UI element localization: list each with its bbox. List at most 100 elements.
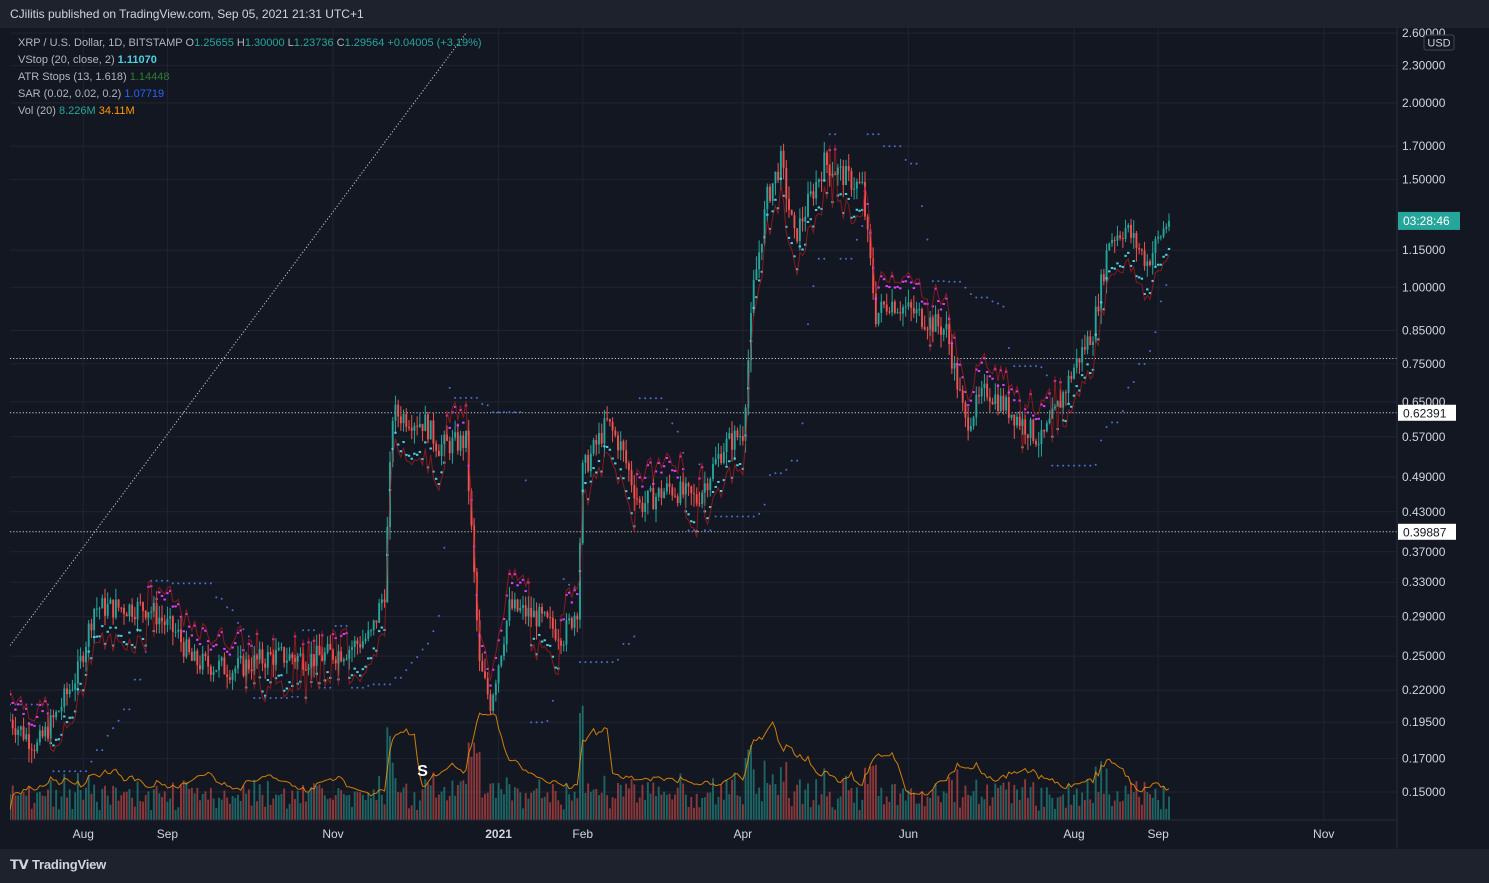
vstop-mark bbox=[106, 630, 109, 633]
x-tick-label: Aug bbox=[1063, 827, 1084, 841]
grid bbox=[10, 28, 1397, 820]
legend-c-label: C bbox=[336, 37, 345, 49]
vstop-mark bbox=[228, 653, 232, 656]
legend-atr-name[interactable]: ATR Stops (13, 1.618) bbox=[18, 71, 127, 83]
volume-bar bbox=[782, 781, 785, 820]
sar-dot bbox=[915, 162, 918, 165]
currency-box[interactable] bbox=[1423, 34, 1455, 51]
y-tick-label: 0.17000 bbox=[1402, 752, 1446, 766]
vstop-mark bbox=[730, 476, 734, 479]
candle-body bbox=[1157, 236, 1160, 239]
volume-bar bbox=[690, 796, 693, 820]
candle-body bbox=[755, 269, 758, 280]
volume-bar bbox=[874, 764, 877, 820]
sar-dot bbox=[1024, 365, 1027, 368]
volume-bar bbox=[253, 779, 256, 820]
y-tick-label: 0.15000 bbox=[1402, 785, 1446, 799]
candle-body bbox=[505, 620, 508, 645]
sar-dot bbox=[1127, 386, 1130, 389]
vstop-mark bbox=[483, 651, 487, 654]
volume-bar bbox=[226, 797, 229, 820]
candle-body bbox=[394, 404, 397, 421]
vstop-mark bbox=[882, 278, 886, 281]
volume-bar bbox=[66, 797, 68, 820]
volume-bar bbox=[999, 785, 1002, 820]
sar-dot bbox=[497, 411, 500, 414]
vstop-mark bbox=[679, 455, 682, 458]
volume-bar bbox=[785, 761, 788, 820]
candle-body bbox=[79, 655, 82, 662]
candle-body bbox=[573, 615, 576, 628]
sar-dot bbox=[378, 683, 381, 686]
candle-body bbox=[956, 363, 959, 390]
candle-body bbox=[1045, 423, 1048, 432]
time-axis[interactable]: Aug Sep Nov 2021 Feb Apr Jun Aug Sep Nov bbox=[73, 827, 1335, 841]
candle-body bbox=[1029, 419, 1032, 438]
sar-dot bbox=[931, 280, 934, 283]
sar-dot bbox=[155, 579, 158, 582]
trendline[interactable] bbox=[10, 32, 467, 646]
candle-body bbox=[239, 655, 242, 659]
volume-bar bbox=[842, 779, 845, 820]
sar-dot bbox=[714, 515, 717, 518]
candle-body bbox=[807, 193, 809, 217]
candle-body bbox=[736, 430, 739, 438]
legend-sar-name[interactable]: SAR (0.02, 0.02, 0.2) bbox=[18, 88, 122, 100]
trendline-segment[interactable] bbox=[10, 32, 467, 646]
vstop-mark bbox=[969, 399, 973, 402]
volume-bar bbox=[131, 797, 134, 820]
tradingview-logo[interactable]: 𝗧𝗩 TradingView bbox=[10, 849, 106, 881]
candle-body bbox=[570, 618, 573, 628]
volume-bar bbox=[484, 793, 486, 820]
vstop-mark bbox=[30, 723, 33, 726]
chart[interactable]: S 2.600002.300002.000001.700001.500001.1… bbox=[10, 28, 1479, 849]
volume-bar bbox=[1127, 794, 1130, 820]
sar-dot bbox=[709, 529, 712, 532]
candle-body bbox=[931, 317, 934, 332]
volume-bar bbox=[1013, 784, 1016, 820]
candle-body bbox=[934, 314, 937, 332]
volume-bar bbox=[285, 808, 288, 820]
vstop-mark bbox=[399, 450, 403, 453]
volume-bar bbox=[885, 796, 888, 820]
candle-body bbox=[771, 183, 774, 201]
candle-body bbox=[969, 425, 972, 431]
volume-bar bbox=[11, 785, 14, 820]
sar-dot bbox=[275, 696, 277, 699]
legend-symbol[interactable]: XRP / U.S. Dollar, 1D, BITSTAMP bbox=[18, 37, 183, 49]
legend-vstop-name[interactable]: VStop (20, close, 2) bbox=[18, 54, 115, 66]
volume-bar bbox=[218, 797, 220, 820]
sar-dot bbox=[769, 474, 771, 477]
candle-body bbox=[494, 683, 497, 696]
volume-bar bbox=[180, 785, 182, 820]
volume-bar bbox=[1024, 779, 1027, 820]
candle-body bbox=[538, 606, 541, 627]
sar-dot bbox=[101, 749, 104, 752]
candle-body bbox=[869, 229, 872, 259]
annotation-s[interactable]: S bbox=[417, 763, 428, 780]
volume-bar bbox=[872, 765, 875, 820]
candle-body bbox=[326, 644, 329, 653]
volume-bar bbox=[429, 785, 432, 820]
volume-bar bbox=[158, 793, 161, 820]
volume-bar bbox=[139, 800, 142, 820]
volume-bar bbox=[33, 802, 36, 820]
sar-dot bbox=[861, 224, 864, 227]
price-axis[interactable]: 2.600002.300002.000001.700001.500001.150… bbox=[1398, 28, 1460, 799]
candle-body bbox=[888, 311, 891, 313]
x-tick-label: Nov bbox=[1313, 827, 1334, 841]
volume-bar bbox=[1159, 809, 1162, 820]
sar-dot bbox=[85, 770, 87, 773]
vstop-mark bbox=[671, 469, 674, 472]
sar-dot bbox=[660, 397, 663, 400]
legend-vol-name[interactable]: Vol (20) bbox=[18, 105, 56, 117]
vstop-mark bbox=[570, 601, 574, 604]
volume-bar bbox=[649, 793, 652, 820]
candle-body bbox=[513, 599, 516, 609]
volume-bar bbox=[625, 783, 628, 820]
candle-body bbox=[351, 647, 353, 650]
vstop-mark bbox=[1165, 253, 1168, 256]
candle-body bbox=[576, 615, 579, 620]
volume-bar bbox=[560, 804, 562, 820]
vstop-mark bbox=[421, 458, 424, 461]
